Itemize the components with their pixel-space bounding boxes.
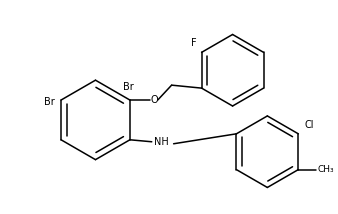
Text: O: O: [151, 95, 159, 105]
Text: Br: Br: [123, 82, 133, 92]
Text: F: F: [191, 38, 197, 48]
Text: CH₃: CH₃: [318, 165, 335, 174]
Text: Br: Br: [44, 97, 55, 107]
Text: Cl: Cl: [304, 120, 314, 130]
Text: NH: NH: [154, 137, 169, 147]
